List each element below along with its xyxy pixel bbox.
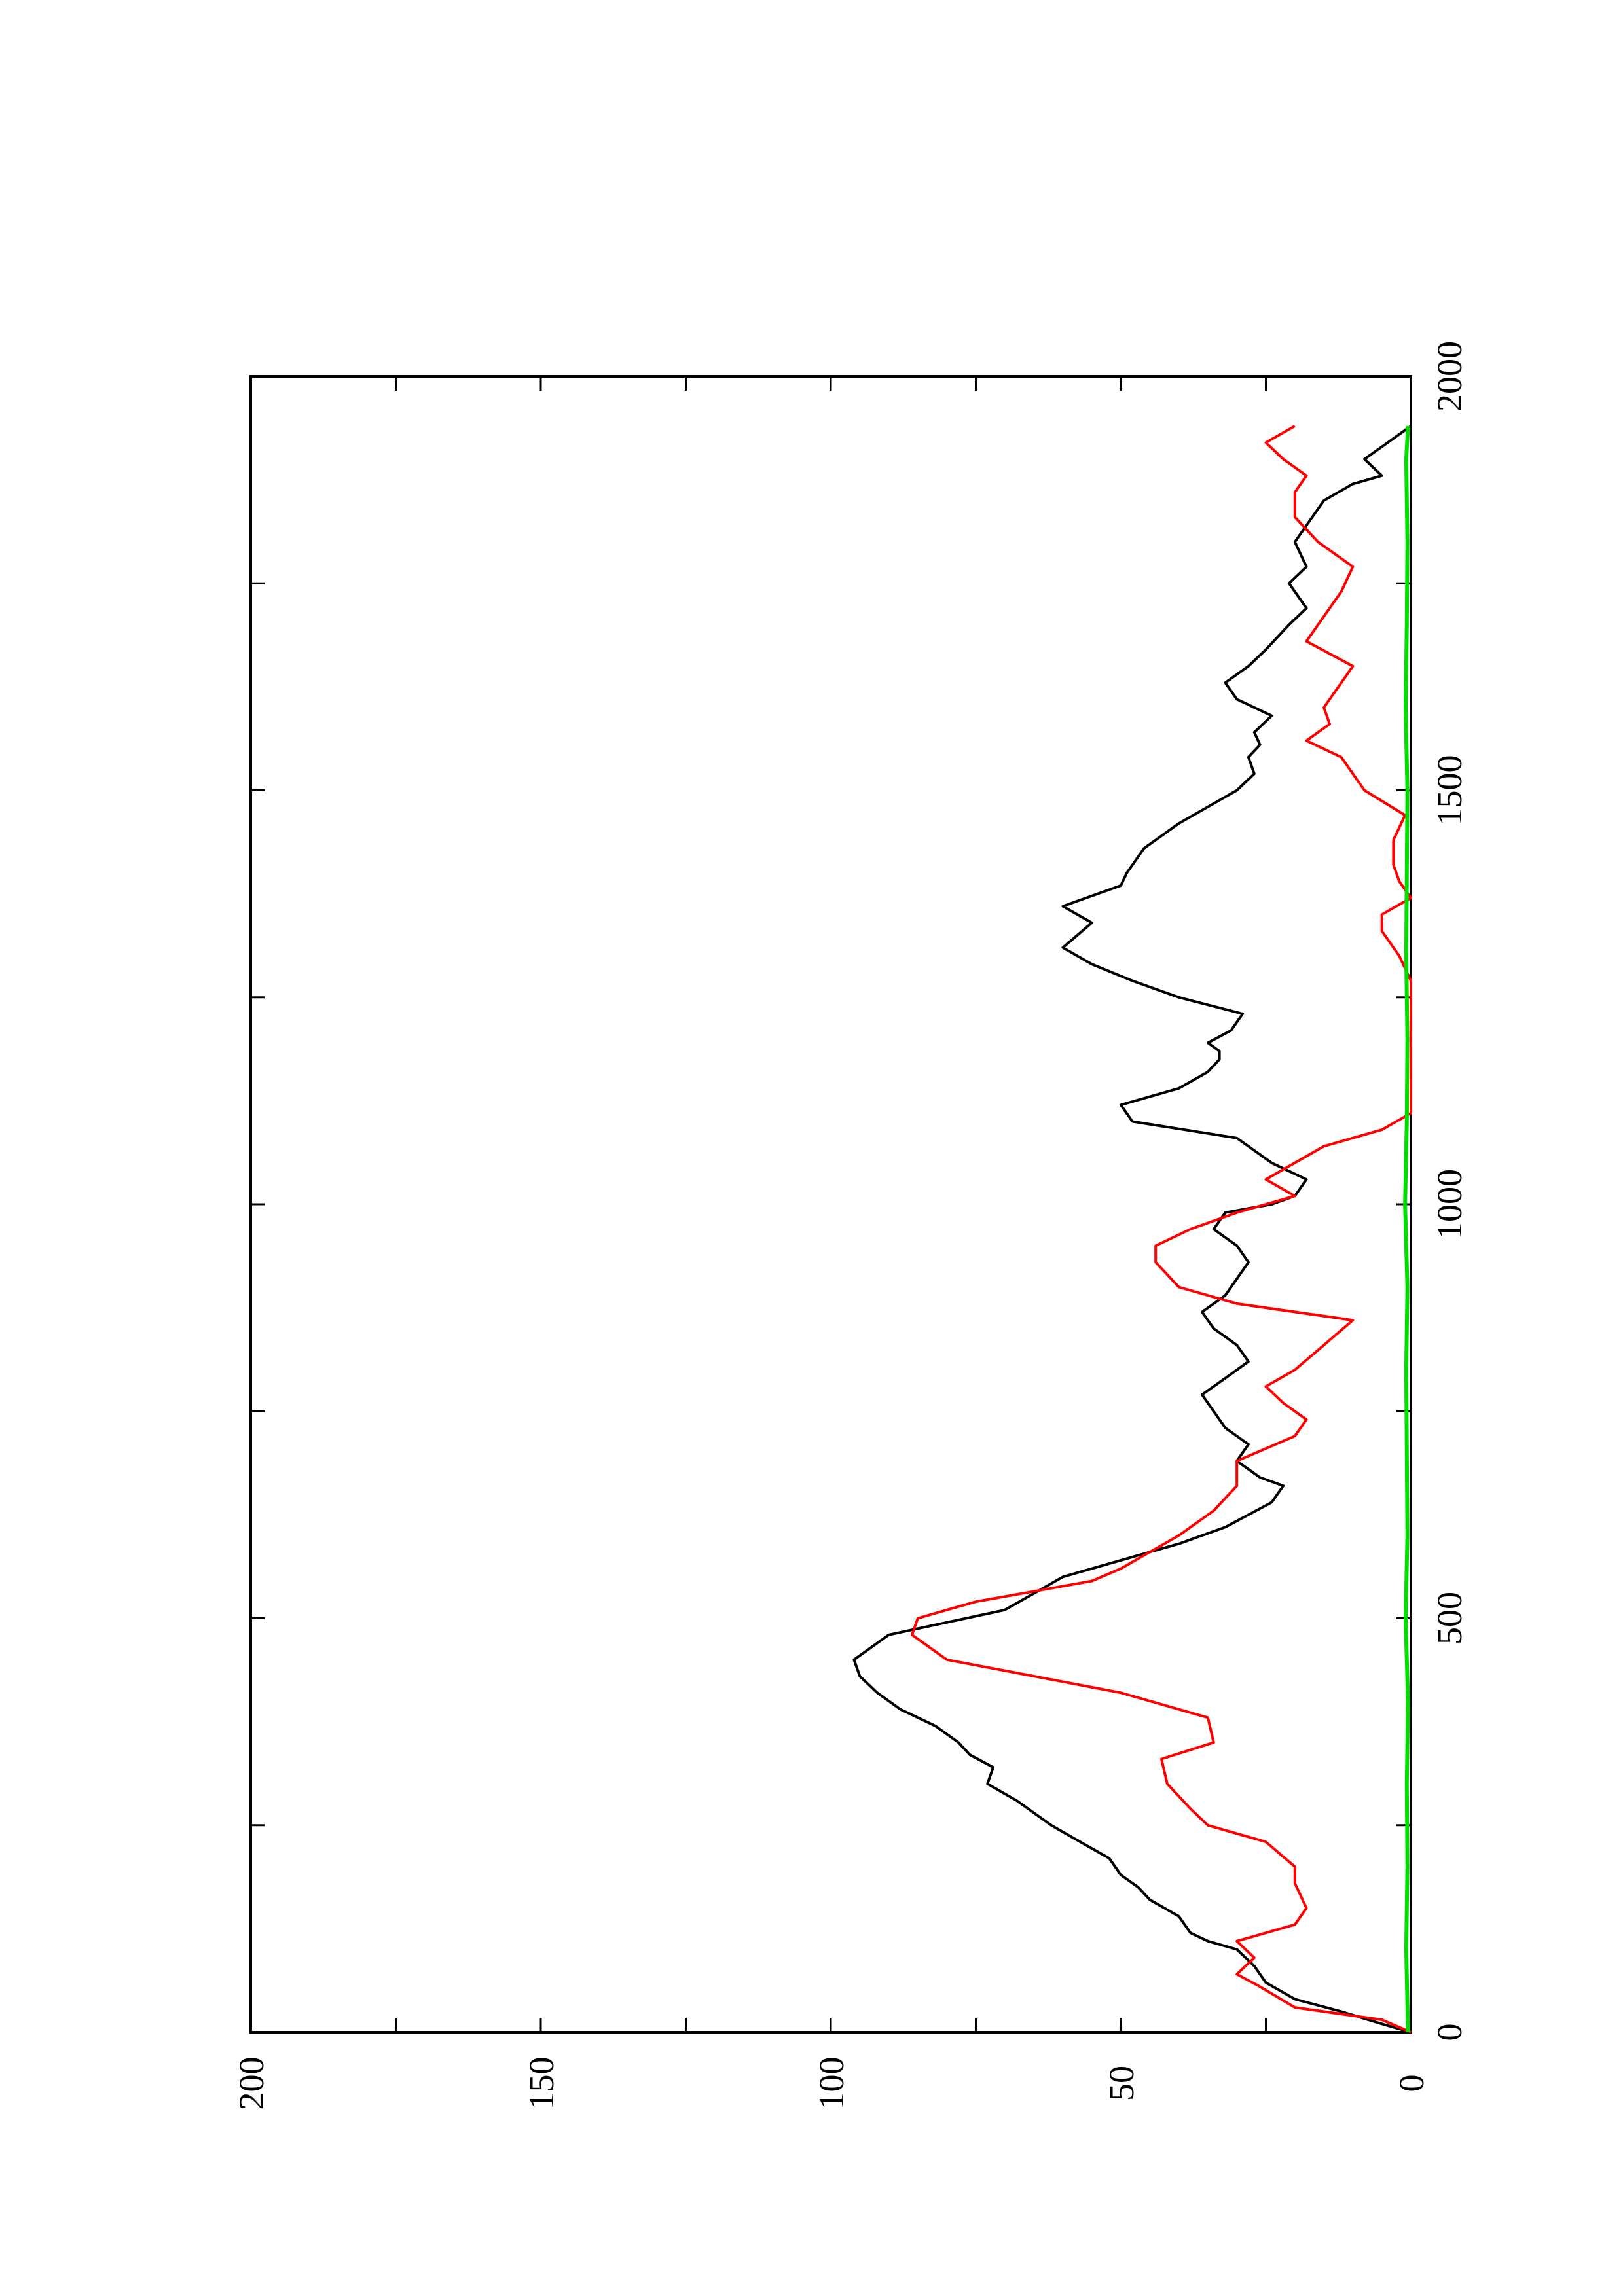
y-tick-label: 150	[522, 2057, 561, 2110]
x-tick-label: 2000	[1430, 341, 1469, 412]
series-lines	[852, 425, 1412, 2034]
y-tick-label: 50	[1102, 2066, 1141, 2101]
plot-frame	[249, 375, 1412, 2034]
series-line-3	[1403, 425, 1410, 2033]
x-tick-label: 0	[1430, 2024, 1469, 2041]
x-tick-label: 1000	[1430, 1169, 1469, 1240]
series-line-2	[911, 425, 1412, 2034]
series-line-1	[852, 425, 1412, 2034]
tick-marks	[249, 375, 1412, 2034]
x-tick-label: 1500	[1430, 755, 1469, 826]
y-tick-label: 0	[1392, 2075, 1431, 2092]
x-tick-label: 500	[1430, 1592, 1469, 1645]
y-tick-label: 200	[232, 2057, 271, 2110]
tick-labels: 0 500 1000 1500 2000 0 50 100 150 200	[232, 341, 1469, 2110]
y-tick-label: 100	[812, 2057, 851, 2110]
